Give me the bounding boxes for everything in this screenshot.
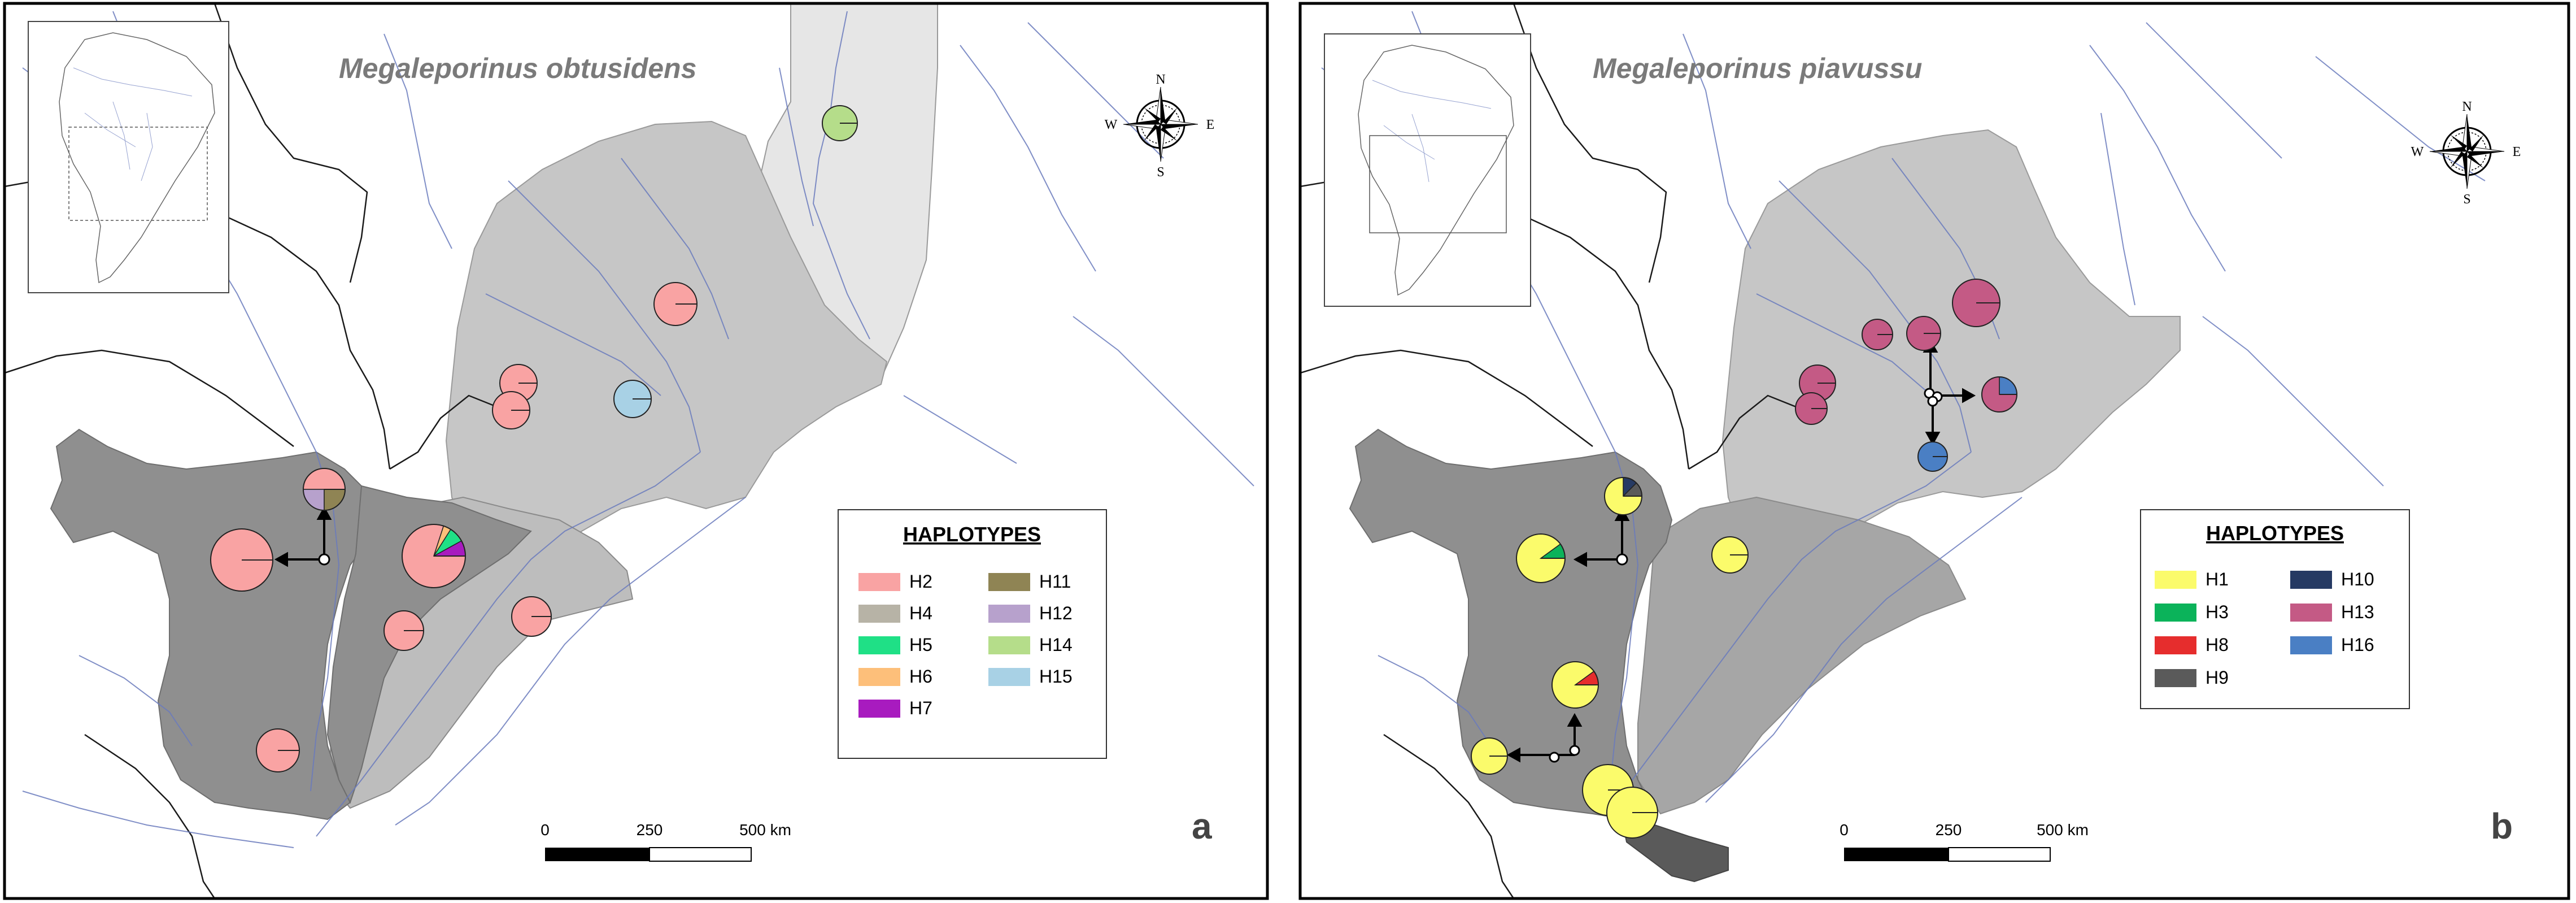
compass-rose-b: N S E W (2411, 99, 2521, 207)
pie-b-7 (1917, 441, 1948, 472)
legend-label-h14: H14 (1039, 635, 1073, 655)
legend-label-h10: H10 (2341, 569, 2374, 589)
haplotype-pies-a (210, 105, 858, 772)
inset-map-b (1324, 33, 1531, 307)
pie-b-5 (1795, 392, 1828, 425)
pie-a-3 (492, 391, 530, 429)
pie-a-7 (402, 524, 466, 588)
pie-b-10 (1711, 536, 1749, 574)
legend-swatch-h7 (858, 700, 900, 718)
legend-swatch-h5 (858, 636, 900, 654)
scale-tick-500-a: 500 km (739, 821, 791, 839)
compass-s-b: S (2463, 192, 2470, 207)
pie-a-4 (613, 380, 652, 418)
origin-point-b6 (1927, 396, 1938, 407)
legend-label-h16: H16 (2341, 635, 2374, 655)
legend-label-h7: H7 (909, 698, 932, 718)
compass-w-b: W (2411, 145, 2424, 159)
legend-label-h6: H6 (909, 666, 932, 687)
compass-s-a: S (1157, 165, 1164, 180)
scale-bar-a: 0 250 500 km (541, 821, 791, 862)
legend-swatch-h1 (2155, 571, 2196, 589)
legend-label-h15: H15 (1039, 666, 1073, 687)
pie-b-3 (1862, 319, 1893, 350)
legend-label-h2: H2 (909, 571, 932, 592)
compass-e-b: E (2513, 145, 2521, 159)
inset-map-a (28, 21, 229, 293)
origin-point-b3 (1549, 752, 1560, 763)
haplotype-pies-b (1471, 279, 2017, 839)
legend-label-h8: H8 (2205, 635, 2229, 655)
legend-label-h12: H12 (1039, 603, 1073, 623)
legend-label-h3: H3 (2205, 602, 2229, 622)
pie-b-9 (1516, 533, 1566, 583)
panel-a-title: Megaleporinus obtusidens (339, 53, 696, 84)
origin-point-b2 (1569, 745, 1580, 756)
pie-b-1 (1952, 279, 2000, 327)
compass-n-b: N (2462, 99, 2472, 114)
map-panel-b: Megaleporinus piavussu N S E W (1298, 2, 2570, 900)
scale-tick-250-a: 250 (637, 821, 663, 839)
scale-tick-0-b: 0 (1840, 821, 1849, 839)
pie-b-2 (1906, 316, 1941, 351)
pie-b-14 (1606, 787, 1658, 839)
panel-letter-b: b (2491, 806, 2513, 846)
pie-b-11 (1551, 661, 1599, 709)
legend-swatch-h12 (988, 605, 1030, 623)
legend-swatch-h16 (2290, 636, 2332, 654)
legend-swatch-h8 (2155, 636, 2196, 654)
basin-paraguay-a-east (326, 485, 532, 804)
panel-a-frame (3, 2, 1269, 900)
origin-point-b1 (1616, 553, 1628, 566)
pie-a-8 (383, 610, 424, 651)
compass-e-a: E (1206, 118, 1215, 132)
panel-letter-a: a (1192, 806, 1212, 846)
legend-title-a: HAPLOTYPES (903, 523, 1041, 546)
legend-label-h9: H9 (2205, 667, 2229, 688)
pie-a-6 (210, 528, 273, 592)
compass-w-a: W (1105, 118, 1118, 132)
basin-uruguay-b (1637, 496, 1967, 815)
legend-swatch-h11 (988, 573, 1030, 591)
legend-swatch-h15 (988, 668, 1030, 686)
scale-bar-b: 0 250 500 km (1840, 821, 2089, 862)
pie-b-12 (1471, 737, 1508, 775)
legend-swatch-h14 (988, 636, 1030, 654)
legend-label-h5: H5 (909, 635, 932, 655)
scale-tick-250-b: 250 (1936, 821, 1962, 839)
pie-a-9 (511, 596, 552, 637)
pie-a-north (822, 105, 858, 141)
legend-swatch-h9 (2155, 669, 2196, 687)
scale-tick-500-b: 500 km (2037, 821, 2089, 839)
compass-n-a: N (1156, 72, 1165, 87)
legend-label-h4: H4 (909, 603, 932, 623)
legend-swatch-h4 (858, 605, 900, 623)
legend-swatch-h3 (2155, 604, 2196, 622)
legend-label-h11: H11 (1039, 571, 1071, 592)
basin-paraguay-b (1349, 428, 1673, 820)
legend-title-b: HAPLOTYPES (2206, 522, 2344, 545)
pie-a-5 (303, 468, 346, 511)
pie-a-1 (653, 282, 698, 326)
legend-swatch-h13 (2290, 604, 2332, 622)
legend-swatch-h6 (858, 668, 900, 686)
basin-paraguay-a (50, 428, 374, 820)
map-panel-a: Megaleporinus obtusidens N S E W (3, 2, 1269, 900)
pie-b-6 (1981, 376, 2017, 413)
pie-b-8 (1604, 477, 1642, 515)
legend-b: HAPLOTYPES H1 H3 H8 H9 H10 H13 H16 (2140, 509, 2410, 709)
scale-tick-0-a: 0 (541, 821, 550, 839)
legend-a: HAPLOTYPES H2 H4 H5 H6 H7 H11 H12 H14 H15 (838, 509, 1107, 759)
legend-label-h13: H13 (2341, 602, 2374, 622)
panel-b-frame (1298, 2, 2570, 900)
panel-b-title: Megaleporinus piavussu (1593, 53, 1922, 84)
pie-a-10 (256, 728, 300, 772)
origin-point-a (318, 553, 330, 566)
legend-swatch-h10 (2290, 571, 2332, 589)
legend-label-h1: H1 (2205, 569, 2229, 589)
legend-swatch-h2 (858, 573, 900, 591)
compass-rose-a: N S E W (1105, 72, 1215, 180)
arrows-a (274, 506, 332, 567)
